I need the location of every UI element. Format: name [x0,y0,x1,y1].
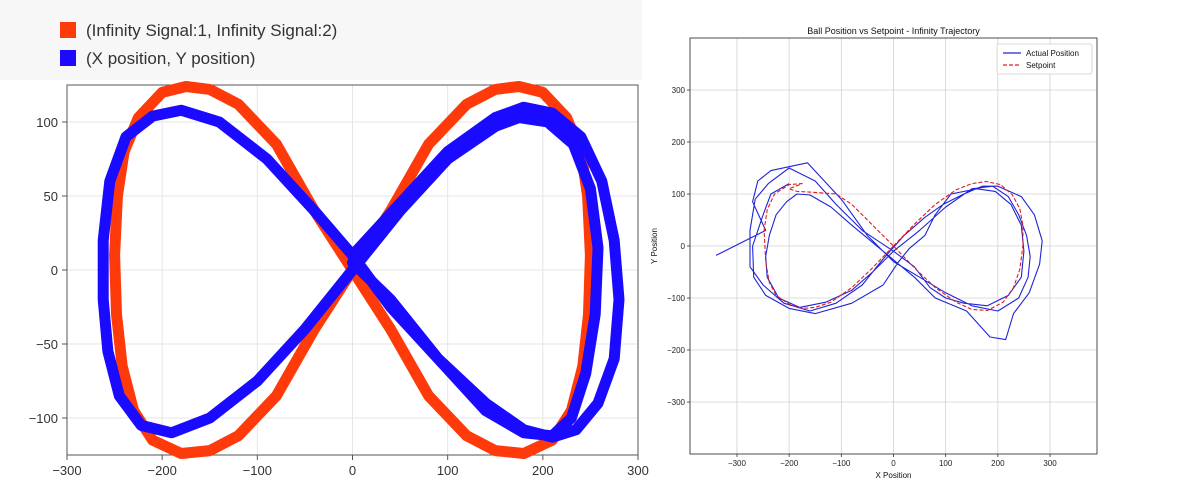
x-tick-label: 300 [1043,459,1057,468]
legend-label-actual-position: Actual Position [1026,49,1079,58]
series-line-setpoint [763,180,1024,312]
x-tick-label: −300 [728,459,747,468]
x-tick-label: 0 [891,459,896,468]
right-chart: Ball Position vs Setpoint - Infinity Tra… [645,22,1105,487]
x-tick-label: 300 [627,463,649,478]
plot-frame [689,37,1098,455]
y-tick-label: −100 [29,411,58,426]
y-tick-label: 50 [44,189,58,204]
x-tick-label: −200 [780,459,799,468]
y-axis-label: Y Position [650,228,659,264]
x-axis-label: X Position [875,471,911,480]
legend-swatch-1 [60,22,76,38]
legend-box [996,43,1093,75]
y-tick-label: 300 [672,86,686,95]
plot-frame [66,84,639,456]
left-chart-svg: (Infinity Signal:1, Infinity Signal:2) (X… [0,0,649,478]
y-tick-label: −50 [36,337,58,352]
legend-label-setpoint: Setpoint [1026,61,1056,70]
right-chart-svg: Ball Position vs Setpoint - Infinity Tra… [650,26,1098,480]
x-tick-label: 0 [349,463,356,478]
y-tick-label: 0 [51,263,58,278]
y-tick-label: 100 [36,115,58,130]
y-tick-label: 0 [681,242,686,251]
x-tick-label: −100 [832,459,851,468]
y-tick-label: −300 [667,398,686,407]
y-tick-label: −200 [667,346,686,355]
legend-background [0,0,642,80]
y-tick-label: 100 [672,190,686,199]
x-tick-label: −100 [243,463,272,478]
x-tick-label: 200 [532,463,554,478]
series-line-actual-position [715,162,1043,341]
legend-swatch-2 [60,50,76,66]
series-line-x-position-y-position [97,101,625,443]
x-tick-label: 100 [437,463,459,478]
legend-label-2: (X position, Y position) [86,49,255,68]
x-tick-label: −300 [52,463,81,478]
x-tick-label: 100 [939,459,953,468]
y-tick-label: −100 [667,294,686,303]
chart-title: Ball Position vs Setpoint - Infinity Tra… [807,26,980,36]
x-tick-label: −200 [148,463,177,478]
x-tick-label: 200 [991,459,1005,468]
y-tick-label: 200 [672,138,686,147]
left-chart: (Infinity Signal:1, Infinity Signal:2) (X… [0,0,649,478]
legend-label-1: (Infinity Signal:1, Infinity Signal:2) [86,21,337,40]
